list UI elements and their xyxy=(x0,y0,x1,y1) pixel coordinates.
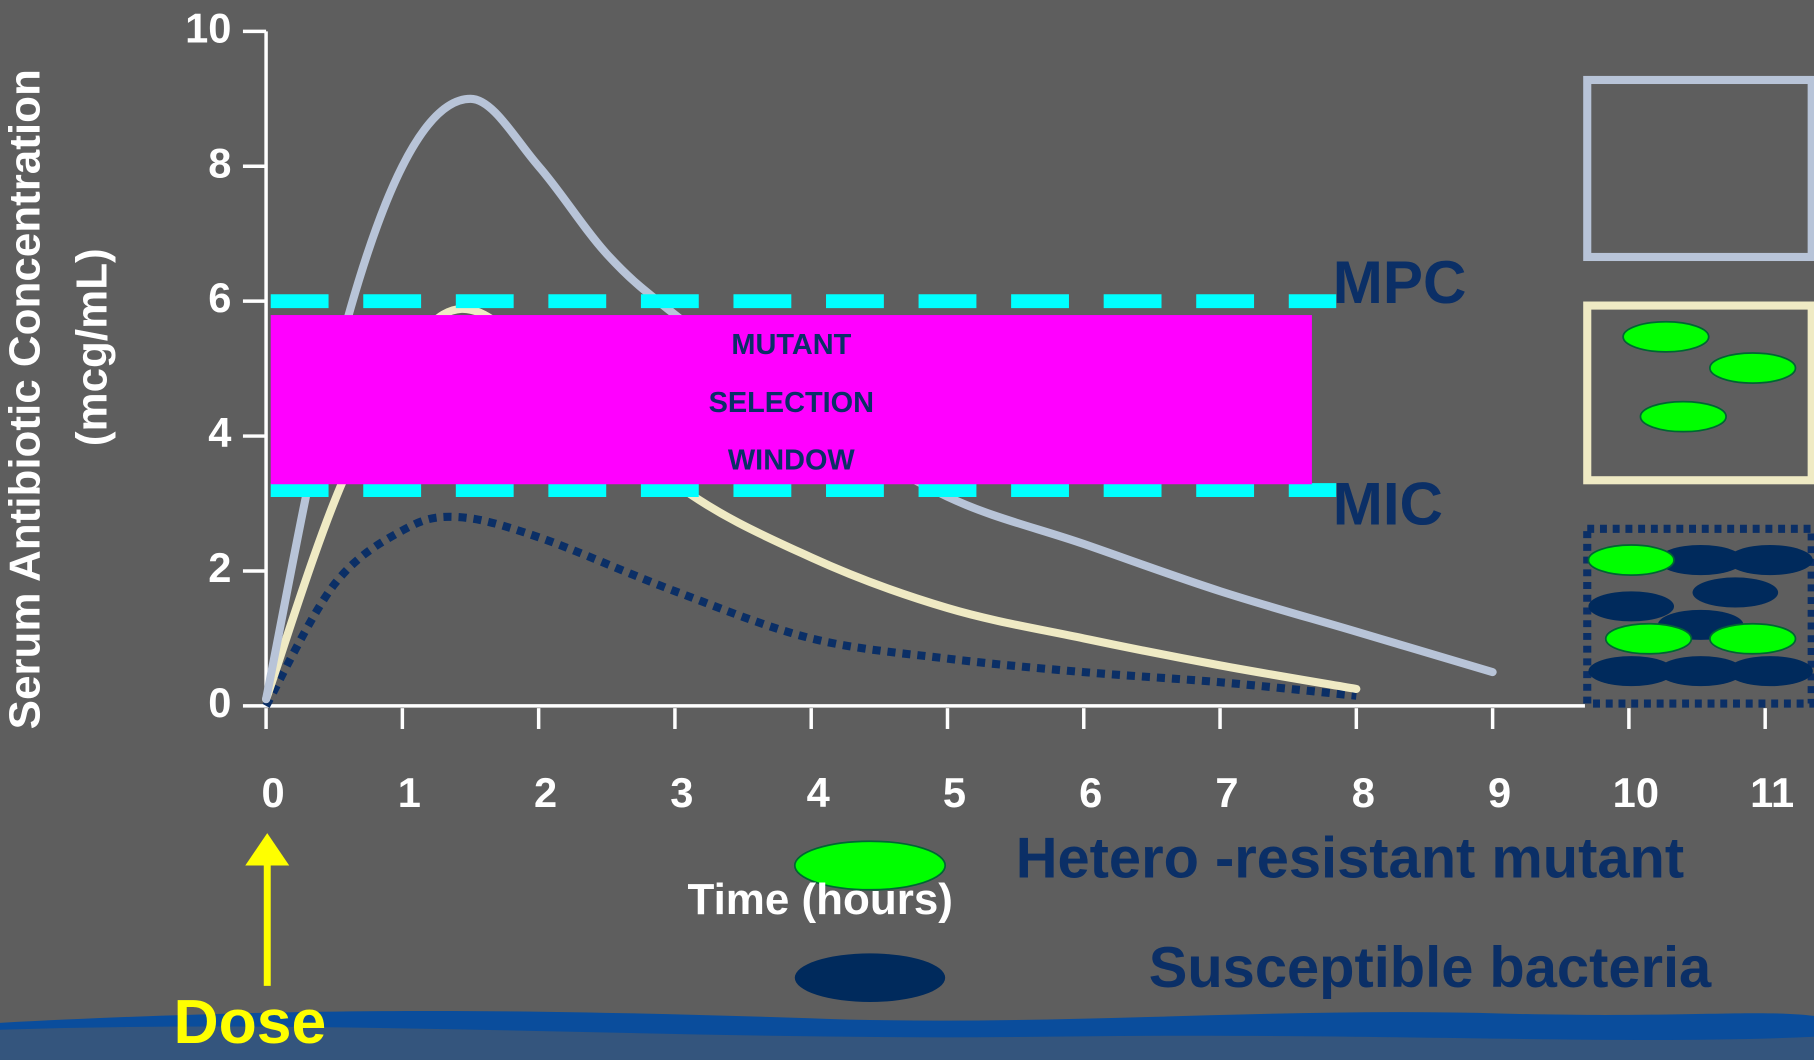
susceptible-icon xyxy=(1693,577,1779,607)
mutant-icon xyxy=(1623,322,1709,352)
mutant-icon xyxy=(1640,402,1726,432)
window-label: SELECTION xyxy=(709,387,874,419)
chart: Hetero -resistant mutant Susceptible bac… xyxy=(0,0,1814,1060)
window-label: WINDOW xyxy=(728,445,856,477)
x-tick-label: 8 xyxy=(1352,769,1375,816)
y-tick-label: 6 xyxy=(208,274,231,321)
page: {"chart_data": { "type": "line", "y_labe… xyxy=(0,0,1814,1060)
susceptible-icon xyxy=(1727,545,1813,575)
x-axis-label: Time (hours) xyxy=(688,875,953,924)
x-tick-label: 1 xyxy=(398,769,421,816)
mutant-icon xyxy=(1588,545,1674,575)
mutant-icon xyxy=(1606,624,1692,654)
mutant-icon xyxy=(1710,353,1796,383)
mutant-icon xyxy=(1710,624,1796,654)
y-tick-label: 2 xyxy=(208,544,231,591)
x-tick-label: 10 xyxy=(1613,769,1659,816)
dose-label: Dose xyxy=(174,987,327,1057)
window-label: MUTANT xyxy=(731,329,851,361)
legend-susceptible-icon xyxy=(795,953,945,1002)
y-axis-label: Serum Antibiotic Concentration xyxy=(0,69,49,729)
x-tick-label: 5 xyxy=(943,769,966,816)
x-tick-label: 4 xyxy=(807,769,830,816)
y-tick-label: 10 xyxy=(185,4,231,51)
x-tick-label: 11 xyxy=(1750,769,1794,816)
y-tick-label: 0 xyxy=(208,679,231,726)
x-tick-label: 9 xyxy=(1488,769,1511,816)
y-tick-label: 4 xyxy=(208,409,231,456)
y-axis-label: (mcg/mL) xyxy=(67,248,116,446)
legend-label: Hetero -resistant mutant xyxy=(1016,826,1684,890)
x-tick-label: 3 xyxy=(670,769,693,816)
susceptible-icon xyxy=(1588,591,1674,621)
threshold-label: MIC xyxy=(1333,470,1443,537)
x-tick-label: 6 xyxy=(1079,769,1102,816)
x-tick-label: 2 xyxy=(534,769,557,816)
x-tick-label: 0 xyxy=(261,769,284,816)
x-tick-label: 7 xyxy=(1215,769,1238,816)
y-tick-label: 8 xyxy=(208,139,231,186)
legend-label: Susceptible bacteria xyxy=(1149,936,1712,1000)
threshold-label: MPC xyxy=(1333,249,1467,316)
susceptible-icon xyxy=(1727,656,1813,686)
